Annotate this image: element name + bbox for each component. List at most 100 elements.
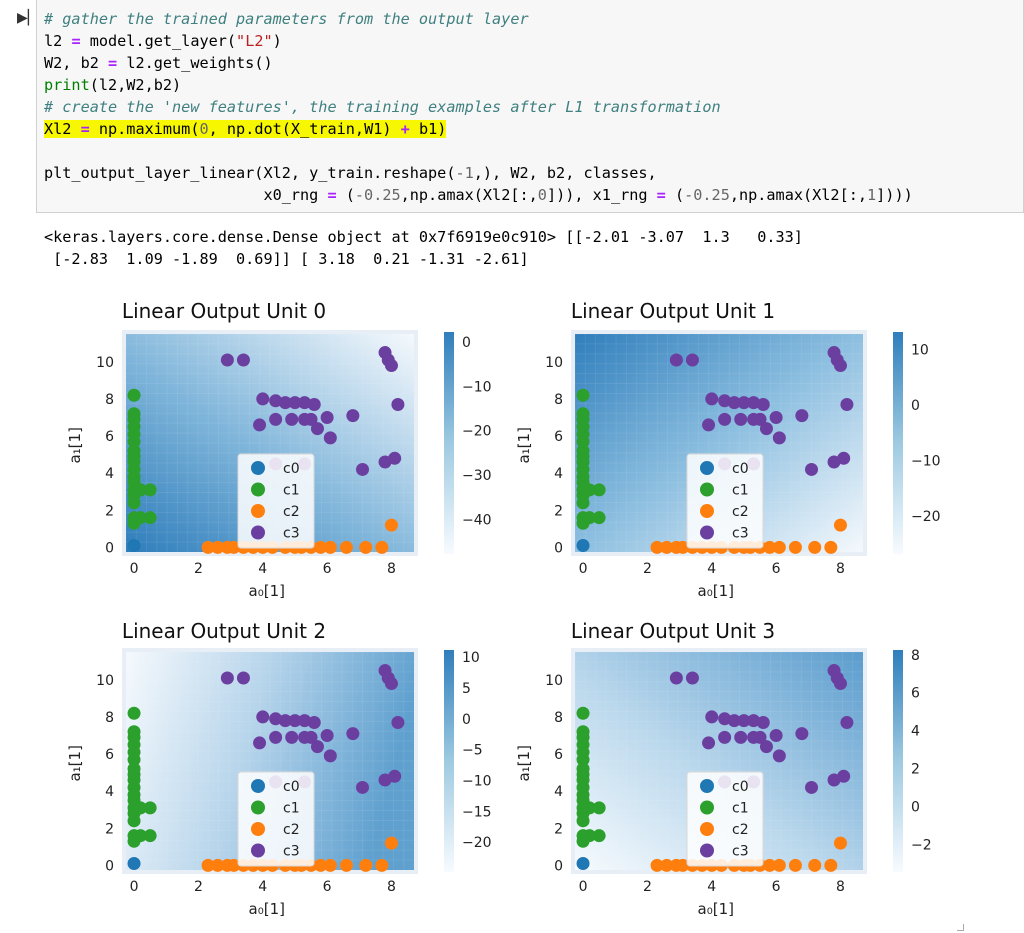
legend-marker-c1 — [251, 482, 265, 497]
scatter-point-c1 — [127, 435, 141, 449]
scatter-point-c3 — [320, 410, 334, 424]
x-tick-label: 4 — [707, 879, 716, 895]
colorbar-tick-label: −10 — [462, 774, 492, 790]
resize-handle[interactable] — [957, 924, 964, 931]
chart-panel-1: Linear Output Unit 1 0 2 4 6 8 0 2 4 6 8 10 a₀[1] a₁[… — [515, 299, 941, 600]
scatter-point-c0 — [576, 857, 590, 871]
scatter-point-c1 — [127, 753, 141, 767]
scatter-point-c3 — [833, 359, 847, 373]
scatter-point-c3 — [805, 462, 819, 476]
scatter-point-c3 — [288, 714, 302, 728]
colorbar-tick-label: −15 — [462, 804, 492, 820]
legend-box — [686, 771, 764, 867]
code-line[interactable]: W2, b2 = l2.get_weights() — [44, 54, 273, 72]
scatter-point-c1 — [576, 753, 590, 767]
scatter-point-c2 — [676, 540, 690, 554]
legend-marker-c2 — [251, 822, 265, 836]
scatter-point-c3 — [737, 396, 751, 410]
scatter-point-c3 — [705, 392, 719, 406]
colorbar-tick-label: 0 — [462, 712, 471, 728]
x-tick-label: 2 — [643, 879, 652, 895]
scatter-point-c3 — [269, 730, 283, 744]
y-tick-label: 6 — [105, 429, 114, 445]
scatter-point-c1 — [127, 496, 141, 510]
code-line[interactable]: x0_rng = (-0.25,np.amax(Xl2[:,0])), x1_r… — [44, 186, 913, 204]
scatter-point-c2 — [788, 858, 802, 872]
legend-label: c2 — [283, 822, 300, 838]
code-editor[interactable]: # gather the trained parameters from the… — [44, 8, 913, 206]
x-tick-label: 0 — [130, 561, 139, 577]
y-tick-label: 2 — [105, 821, 114, 837]
x-tick-label: 8 — [836, 879, 845, 895]
scatter-point-c3 — [718, 730, 732, 744]
chart-panel-2: Linear Output Unit 2 0 2 4 6 8 0 2 4 6 8 10 a₀[1] a₁[… — [66, 619, 492, 918]
scatter-point-c1 — [582, 483, 596, 497]
scatter-point-c2 — [833, 518, 847, 532]
run-cell-icon[interactable]: ▶▏ — [17, 10, 39, 26]
code-line[interactable]: # create the 'new features', the trainin… — [44, 98, 721, 116]
scatter-point-c1 — [576, 706, 590, 720]
scatter-point-c2 — [359, 540, 373, 554]
scatter-point-c3 — [304, 412, 318, 426]
scatter-point-c3 — [269, 712, 283, 726]
x-axis-label: a₀[1] — [698, 900, 734, 918]
code-line[interactable]: # gather the trained parameters from the… — [44, 10, 529, 28]
x-axis-label: a₀[1] — [249, 900, 285, 918]
scatter-point-c2 — [676, 858, 690, 872]
colorbar — [893, 650, 903, 872]
legend-label: c2 — [732, 822, 749, 838]
scatter-point-c3 — [759, 740, 773, 754]
y-tick-label: 8 — [105, 710, 114, 726]
x-tick-label: 0 — [579, 879, 588, 895]
x-tick-label: 2 — [194, 879, 203, 895]
colorbar-tick-label: 5 — [462, 681, 471, 697]
scatter-point-c3 — [388, 769, 402, 783]
colorbar-tick-label: 10 — [911, 343, 929, 359]
scatter-point-c2 — [211, 858, 225, 872]
y-axis-label: a₁[1] — [515, 745, 533, 781]
code-line[interactable]: print(l2,W2,b2) — [44, 76, 182, 94]
chart-panel-3: Linear Output Unit 3 0 2 4 6 8 0 2 4 6 8 10 a₀[1] a₁[… — [515, 619, 932, 918]
colorbar-tick-label: −10 — [462, 379, 492, 395]
scatter-point-c0 — [127, 857, 141, 871]
colorbar — [444, 332, 454, 554]
scatter-point-c3 — [269, 394, 283, 408]
code-line[interactable]: l2 = model.get_layer("L2") — [44, 32, 282, 50]
legend-marker-c3 — [251, 525, 265, 540]
y-tick-label: 4 — [105, 784, 114, 800]
scatter-point-c2 — [650, 540, 664, 554]
scatter-point-c3 — [310, 422, 324, 436]
highlighted-code: Xl2 = np.maximum(0, np.dot(X_train,W1) +… — [44, 120, 447, 138]
scatter-point-c3 — [304, 730, 318, 744]
colorbar-tick-label: 4 — [911, 724, 920, 740]
colorbar — [444, 650, 454, 872]
y-tick-label: 4 — [554, 466, 563, 482]
scatter-point-c2 — [808, 858, 822, 872]
legend-marker-c0 — [700, 461, 714, 475]
scatter-point-c2 — [323, 540, 337, 554]
colorbar-tick-label: −2 — [911, 838, 932, 854]
code-cell[interactable] — [36, 0, 1024, 213]
scatter-point-c3 — [256, 710, 270, 724]
colorbar-tick-label: −20 — [462, 835, 492, 851]
scatter-point-c3 — [747, 714, 761, 728]
colorbar-tick-label: 0 — [462, 335, 471, 351]
legend-marker-c2 — [251, 504, 265, 518]
legend-label: c3 — [732, 526, 749, 542]
x-tick-label: 4 — [258, 561, 267, 577]
scatter-point-c3 — [310, 740, 324, 754]
chart-title: Linear Output Unit 0 — [122, 299, 326, 323]
scatter-point-c1 — [592, 511, 606, 525]
scatter-point-c1 — [582, 801, 596, 815]
scatter-point-c1 — [576, 834, 590, 848]
scatter-point-c3 — [705, 710, 719, 724]
colorbar-tick-label: 0 — [911, 398, 920, 414]
code-line[interactable]: Xl2 = np.maximum(0, np.dot(X_train,W1) +… — [44, 118, 913, 140]
legend-label: c2 — [732, 504, 749, 520]
code-line[interactable]: plt_output_layer_linear(Xl2, y_train.res… — [44, 164, 657, 182]
legend-marker-c2 — [700, 504, 714, 518]
scatter-point-c2 — [314, 540, 328, 554]
scatter-point-c1 — [127, 388, 141, 402]
y-tick-label: 8 — [105, 392, 114, 408]
